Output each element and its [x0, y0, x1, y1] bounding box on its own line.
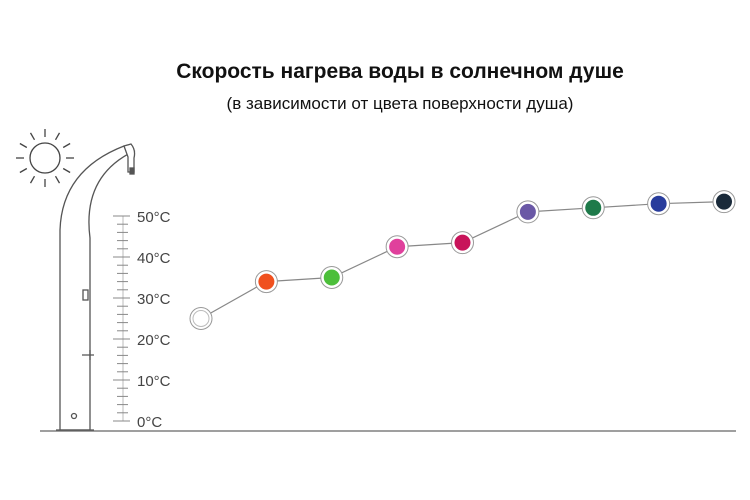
chart-title: Скорость нагрева воды в солнечном душе: [176, 60, 624, 83]
temperature-scale: [113, 215, 130, 422]
sun-ray: [62, 142, 71, 149]
data-point: [192, 310, 210, 327]
y-tick-label: 10°C: [137, 373, 171, 390]
data-point: [650, 195, 667, 212]
data-point: [716, 193, 732, 210]
data-point: [389, 238, 406, 255]
sun-ray: [19, 167, 28, 174]
chart-subtitle: (в зависимости от цвета поверхности душа…: [226, 94, 574, 113]
series-line: [200, 201, 725, 320]
y-tick-label: 0°C: [137, 414, 162, 431]
data-point: [258, 273, 275, 290]
sun-ray: [62, 167, 71, 174]
data-point: [454, 234, 471, 251]
sun-ray: [54, 132, 61, 141]
y-tick-label: 40°C: [137, 250, 171, 267]
sun-ray: [29, 175, 36, 184]
sun-ray: [29, 132, 36, 141]
data-point: [519, 203, 536, 220]
solar-shower-icon: [56, 143, 136, 431]
data-point: [323, 269, 340, 286]
data-points: [189, 190, 736, 330]
y-axis-labels: 0°C 10°C 20°C 30°C 40°C 50°C: [137, 209, 171, 431]
y-tick-label: 30°C: [137, 291, 171, 308]
sun-icon: [16, 129, 74, 187]
data-point: [585, 199, 602, 216]
y-tick-label: 50°C: [137, 209, 171, 226]
sun-ray: [54, 175, 61, 184]
y-tick-label: 20°C: [137, 332, 171, 349]
sun-ray: [19, 142, 28, 149]
